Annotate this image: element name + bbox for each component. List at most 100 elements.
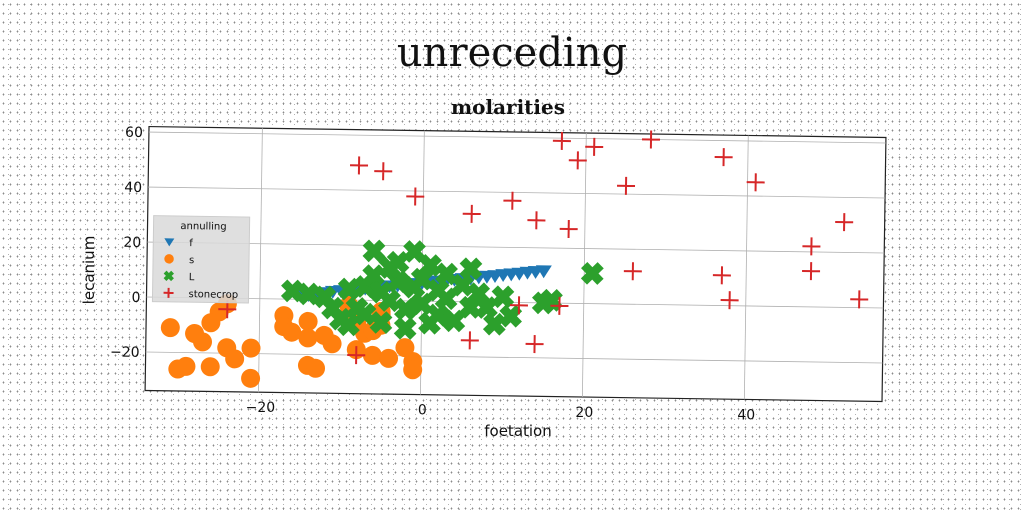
x-axis-label: foetation — [484, 422, 552, 440]
legend-item-L: L — [163, 270, 195, 283]
point-stonecrop-19 — [720, 291, 739, 310]
point-L-15 — [394, 297, 417, 321]
point-s-15 — [282, 322, 302, 342]
point-s-33 — [403, 360, 423, 380]
point-L-21 — [419, 254, 442, 277]
y-axis-label: lecanium — [80, 236, 98, 305]
grid-line-y-2 — [147, 241, 885, 254]
point-stonecrop-24 — [525, 335, 544, 354]
y-tick-label-4: 60 — [125, 125, 143, 141]
y-tick-label-0: −20 — [110, 345, 140, 361]
point-L-34 — [491, 285, 515, 309]
point-stonecrop-12 — [714, 148, 733, 167]
y-tick-label-3: 40 — [124, 180, 142, 196]
plot-area — [144, 125, 887, 403]
series-stonecrop — [218, 130, 869, 365]
point-L-36 — [378, 256, 402, 280]
legend-title: annulling — [180, 221, 226, 233]
grid-line-y-0 — [145, 351, 883, 364]
point-stonecrop-18 — [712, 266, 731, 285]
point-s-31 — [395, 338, 415, 358]
point-stonecrop-4 — [503, 191, 522, 210]
point-s-8 — [225, 349, 245, 369]
point-L-26 — [434, 287, 458, 311]
point-stonecrop-13 — [746, 173, 765, 192]
x-axis-ticks: −20 0 20 40 — [246, 400, 756, 423]
point-s-5 — [193, 332, 213, 352]
point-L-29 — [459, 257, 483, 281]
legend-item-stonecrop: stonecrop — [163, 287, 238, 301]
point-L-11 — [369, 311, 393, 334]
grid-line-y-4 — [148, 131, 886, 144]
point-stonecrop-21 — [509, 296, 528, 315]
point-stonecrop-6 — [552, 131, 571, 150]
grid-line-x-3 — [743, 135, 749, 400]
point-stonecrop-1 — [374, 162, 393, 181]
point-stonecrop-2 — [406, 187, 425, 206]
point-L-1 — [297, 282, 320, 306]
point-s-16 — [298, 311, 318, 331]
point-s-9 — [200, 357, 220, 377]
y-tick-label-2: 20 — [123, 235, 141, 251]
point-stonecrop-20 — [623, 262, 642, 281]
legend-box — [151, 215, 251, 304]
x-tick-label-1: 0 — [418, 403, 427, 419]
point-L-28 — [451, 273, 474, 297]
point-s-19 — [322, 334, 342, 354]
page-title: unreceding — [396, 30, 628, 76]
point-L-38 — [337, 277, 361, 301]
chart-title: molarities — [451, 95, 565, 119]
point-stonecrop-22 — [550, 296, 569, 315]
grid-line-y-1 — [146, 296, 884, 309]
point-L-12 — [377, 289, 401, 313]
point-L-16 — [393, 316, 417, 340]
point-L-41 — [580, 261, 604, 285]
point-s-21 — [306, 358, 326, 378]
point-s-17 — [298, 328, 318, 348]
legend-item-s: s — [164, 254, 194, 266]
point-s-29 — [362, 345, 382, 365]
point-stonecrop-17 — [850, 290, 869, 309]
point-stonecrop-15 — [802, 237, 821, 256]
y-axis-ticks: −20 0 20 40 60 — [110, 125, 143, 361]
legend-label-f: f — [189, 238, 193, 249]
x-tick-label-2: 20 — [575, 405, 593, 421]
point-L-33 — [482, 312, 506, 336]
point-L-0 — [280, 279, 304, 303]
point-s-7 — [241, 338, 261, 358]
point-stonecrop-7 — [568, 151, 587, 170]
point-L-9 — [362, 239, 386, 263]
legend-label-L: L — [189, 272, 195, 283]
point-stonecrop-5 — [527, 211, 546, 230]
point-stonecrop-3 — [462, 204, 481, 223]
series-layer — [160, 130, 869, 388]
legend-item-f: f — [164, 238, 193, 249]
x-tick-label-3: 40 — [737, 407, 755, 423]
legend-marker-stonecrop — [163, 287, 174, 298]
point-stonecrop-25 — [347, 346, 366, 365]
point-f-28 — [535, 265, 552, 279]
legend-marker-f — [164, 238, 175, 247]
point-stonecrop-8 — [585, 137, 604, 156]
legend-marker-s — [164, 254, 174, 264]
point-stonecrop-0 — [350, 156, 369, 175]
point-s-30 — [379, 348, 399, 368]
legend-marker-L — [163, 270, 174, 282]
y-tick-label-1: 0 — [131, 290, 140, 306]
point-stonecrop-9 — [559, 220, 578, 239]
point-s-2 — [201, 313, 221, 333]
point-L-35 — [499, 304, 523, 328]
point-stonecrop-14 — [835, 213, 854, 232]
point-L-18 — [403, 240, 426, 263]
point-stonecrop-23 — [460, 331, 479, 350]
point-L-37 — [353, 302, 377, 326]
point-stonecrop-10 — [617, 176, 636, 195]
point-s-11 — [168, 359, 188, 379]
point-L-27 — [442, 309, 466, 333]
legend-label-s: s — [189, 255, 194, 266]
point-stonecrop-11 — [641, 130, 661, 149]
grid-line-y-3 — [148, 186, 886, 199]
point-s-3 — [160, 318, 180, 338]
